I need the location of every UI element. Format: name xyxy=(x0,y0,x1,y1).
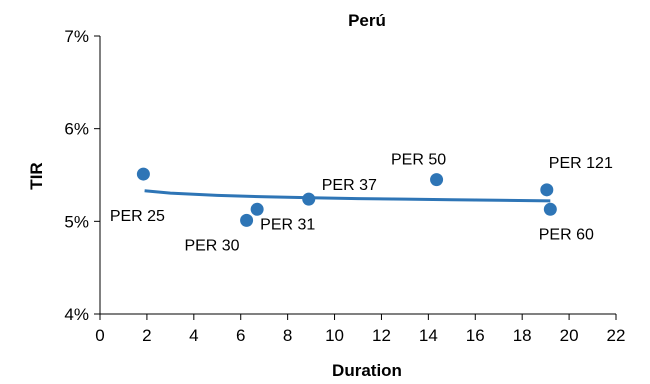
data-point xyxy=(543,202,557,216)
y-axis-title: TIR xyxy=(27,162,46,189)
data-point xyxy=(540,183,554,197)
data-points xyxy=(136,167,557,227)
y-tick-label: 6% xyxy=(64,120,89,139)
y-tick-label: 7% xyxy=(64,27,89,46)
x-tick-label: 4 xyxy=(189,326,198,345)
y-tick-label: 4% xyxy=(64,305,89,324)
tick-labels: 4% 5% 6% 7% 0 2 4 6 8 10 12 14 16 18 20 22 xyxy=(64,27,625,345)
x-tick-label: 8 xyxy=(283,326,292,345)
point-label: PER 25 xyxy=(110,208,165,225)
x-tick-label: 10 xyxy=(325,326,344,345)
point-label: PER 31 xyxy=(260,216,315,233)
data-point xyxy=(430,173,444,187)
axes xyxy=(94,35,617,320)
point-label: PER 121 xyxy=(549,155,613,172)
point-label: PER 30 xyxy=(184,237,239,254)
trendline xyxy=(144,189,551,203)
point-labels: PER 25 PER 30 PER 31 PER 37 PER 50 PER 121 PER… xyxy=(110,152,613,255)
x-axis-title: Duration xyxy=(332,361,402,380)
data-point xyxy=(302,192,316,206)
x-tick-label: 20 xyxy=(560,326,579,345)
x-tick-label: 18 xyxy=(513,326,532,345)
x-tick-label: 2 xyxy=(142,326,151,345)
x-tick-label: 12 xyxy=(372,326,391,345)
point-label: PER 50 xyxy=(391,152,446,169)
trendline-layer xyxy=(144,189,551,203)
data-point xyxy=(240,213,254,227)
data-point xyxy=(136,167,150,181)
point-label: PER 60 xyxy=(539,226,594,243)
x-tick-label: 6 xyxy=(236,326,245,345)
x-tick-label: 16 xyxy=(466,326,485,345)
chart-title: Perú xyxy=(348,11,386,30)
data-point xyxy=(250,202,264,216)
y-tick-label: 5% xyxy=(64,212,89,231)
x-tick-label: 22 xyxy=(607,326,626,345)
x-tick-label: 14 xyxy=(419,326,438,345)
point-label: PER 37 xyxy=(322,177,377,194)
x-tick-label: 0 xyxy=(95,326,104,345)
